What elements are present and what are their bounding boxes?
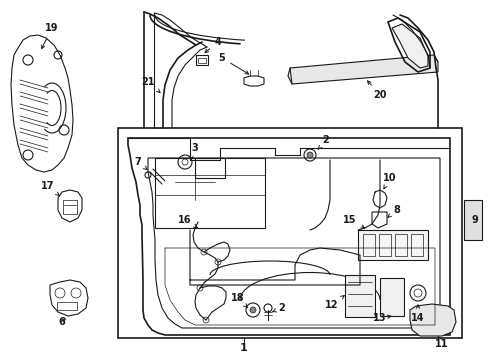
Polygon shape — [391, 24, 427, 68]
Text: 10: 10 — [383, 173, 396, 189]
Text: 1: 1 — [240, 343, 247, 353]
Bar — [63, 200, 77, 214]
Text: 21: 21 — [141, 77, 160, 93]
Text: 3: 3 — [190, 143, 198, 159]
Bar — [410, 234, 422, 256]
Text: 11: 11 — [434, 336, 448, 349]
Bar — [195, 158, 224, 178]
Bar — [345, 275, 374, 317]
Text: 12: 12 — [325, 296, 344, 310]
Bar — [379, 278, 403, 316]
Text: 16: 16 — [178, 215, 197, 228]
Bar — [394, 234, 406, 256]
Text: 5: 5 — [218, 53, 248, 74]
Bar — [378, 234, 390, 256]
Bar — [155, 158, 264, 228]
Text: 13: 13 — [372, 313, 390, 323]
Text: 6: 6 — [59, 317, 65, 327]
Bar — [57, 302, 77, 310]
Bar — [362, 234, 374, 256]
Text: 19: 19 — [41, 23, 59, 49]
Circle shape — [249, 307, 256, 313]
Text: 8: 8 — [387, 205, 400, 217]
Polygon shape — [409, 304, 455, 336]
Bar — [118, 128, 461, 338]
Text: 18: 18 — [231, 293, 247, 308]
Bar — [198, 58, 205, 63]
Text: 2: 2 — [317, 135, 329, 149]
Text: 20: 20 — [367, 81, 386, 100]
Polygon shape — [287, 55, 437, 84]
Bar — [357, 230, 427, 260]
Text: 15: 15 — [343, 215, 364, 228]
Bar — [196, 55, 207, 65]
Circle shape — [306, 152, 312, 158]
Text: 14: 14 — [410, 305, 424, 323]
Text: 4: 4 — [204, 37, 221, 53]
Text: 7: 7 — [134, 157, 147, 170]
Polygon shape — [463, 200, 481, 240]
Text: 2: 2 — [272, 303, 285, 313]
Text: 17: 17 — [41, 181, 59, 196]
Text: 9: 9 — [470, 215, 477, 225]
